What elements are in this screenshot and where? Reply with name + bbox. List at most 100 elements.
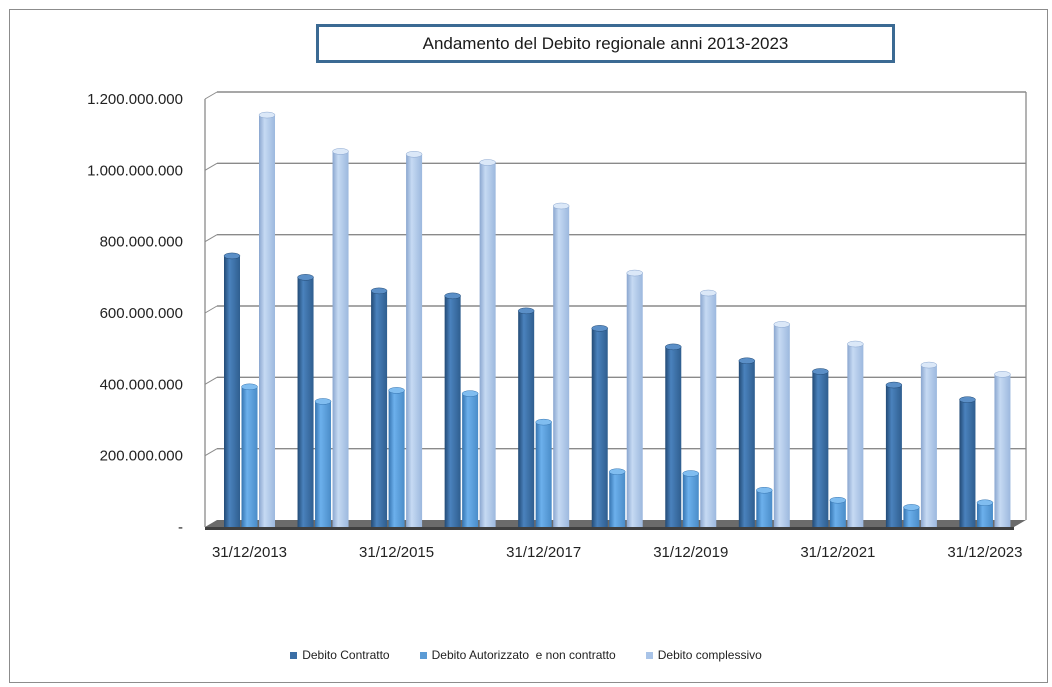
gridline-side <box>204 234 218 243</box>
bar <box>959 396 976 527</box>
bar-body <box>829 500 846 527</box>
bar-body <box>332 151 349 527</box>
x-tick-label: 31/12/2015 <box>359 544 434 561</box>
bar <box>829 497 847 527</box>
bar-top <box>479 159 496 166</box>
y-tick-label: 1.000.000.000 <box>87 162 183 179</box>
bar-top <box>535 418 552 426</box>
bar-top <box>223 252 241 260</box>
bar <box>920 361 938 527</box>
bar <box>370 287 388 527</box>
bar-body <box>976 502 993 527</box>
bar-top <box>700 289 717 297</box>
bar-body <box>371 290 388 527</box>
bar-top <box>517 307 535 315</box>
y-tick-label: 400.000.000 <box>100 376 183 393</box>
bar-top <box>903 504 920 511</box>
bar-top <box>241 383 258 391</box>
bar-body <box>738 360 755 527</box>
legend-swatch <box>645 651 653 659</box>
legend-label: Debito Autorizzato e non contratto <box>431 648 616 662</box>
y-tick-label: 1.200.000.000 <box>87 91 183 108</box>
bar-body <box>682 473 699 527</box>
bar-top <box>297 274 314 281</box>
gridline-side <box>204 91 218 100</box>
bar <box>773 321 791 527</box>
bar-body <box>626 273 643 527</box>
bar <box>700 289 717 527</box>
bar-top <box>959 396 976 403</box>
bar <box>314 398 332 527</box>
chart-title: Andamento del Debito regionale anni 2013… <box>316 24 895 63</box>
bar <box>552 202 570 527</box>
bar <box>682 470 700 527</box>
bar-top <box>885 381 903 389</box>
bar-top <box>756 487 773 494</box>
bar-body <box>241 386 258 527</box>
legend-label: Debito Contratto <box>302 648 390 662</box>
bar-top <box>405 151 423 158</box>
bar-body <box>553 206 570 527</box>
bar-top <box>682 470 700 477</box>
bar <box>591 325 608 527</box>
bar-top <box>461 390 479 397</box>
bar <box>241 383 258 527</box>
bar-top <box>332 148 349 155</box>
bar-top <box>976 499 994 506</box>
bar-body <box>388 390 405 527</box>
bar-body <box>847 344 864 527</box>
bar-top <box>626 269 643 277</box>
bar <box>885 381 903 527</box>
bar-body <box>462 393 479 527</box>
bar <box>517 307 535 527</box>
bar <box>332 148 349 527</box>
bar-top <box>444 292 461 300</box>
x-tick-label: 31/12/2019 <box>653 544 728 561</box>
legend-item: Debito Autorizzato e non contratto <box>419 648 616 662</box>
bar-top <box>665 343 682 351</box>
bar-top <box>920 361 938 369</box>
bar-top <box>847 340 864 348</box>
bar-body <box>903 507 920 527</box>
gridline-side <box>204 376 218 385</box>
bar-top <box>552 202 570 210</box>
bar-body <box>665 346 682 527</box>
bar-top <box>388 387 405 394</box>
x-tick-label: 31/12/2021 <box>800 544 875 561</box>
bar <box>223 252 241 527</box>
bar-body <box>315 401 332 527</box>
bar-body <box>609 471 626 527</box>
bar <box>756 487 773 527</box>
x-tick-label: 31/12/2013 <box>212 544 287 561</box>
gridline-side <box>204 448 218 457</box>
bar-body <box>885 385 902 527</box>
bar-body <box>297 277 314 527</box>
bar <box>388 387 405 527</box>
bar-body <box>406 154 423 528</box>
y-tick-label: 800.000.000 <box>100 234 183 251</box>
bar-body <box>591 328 608 527</box>
bar <box>847 340 864 527</box>
bar <box>626 269 643 527</box>
bar-body <box>259 115 275 528</box>
legend-label: Debito complessivo <box>657 648 762 662</box>
bar-top <box>994 371 1011 378</box>
legend-swatch <box>419 651 427 659</box>
bar <box>976 499 994 527</box>
bar-body <box>700 293 717 527</box>
bar <box>444 292 461 527</box>
gridline-side <box>204 305 218 314</box>
bar <box>405 151 423 528</box>
bar-body <box>535 422 552 527</box>
x-tick-label: 31/12/2017 <box>506 544 581 561</box>
gridline-side <box>204 162 218 171</box>
bar-body <box>479 162 496 527</box>
bar-body <box>518 310 535 527</box>
bar-top <box>812 368 829 375</box>
bar <box>461 390 479 527</box>
bar <box>738 357 756 527</box>
bar <box>535 418 552 527</box>
x-tick-label: 31/12/2023 <box>947 544 1022 561</box>
bar-top <box>258 111 276 119</box>
